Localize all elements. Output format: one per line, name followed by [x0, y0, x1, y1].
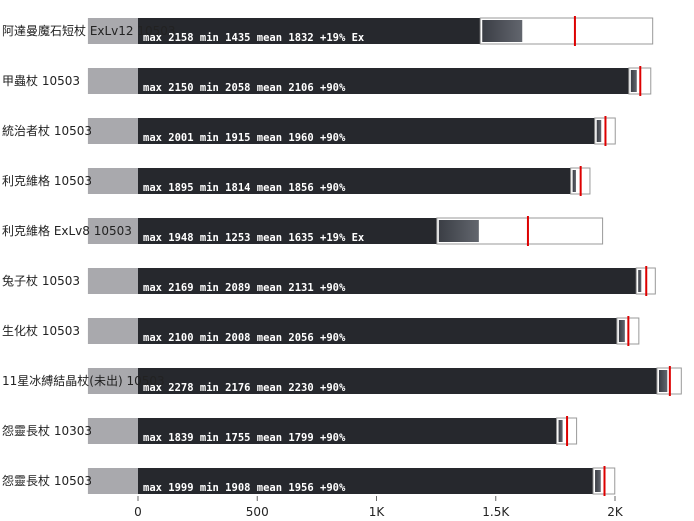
min-bar [138, 268, 637, 294]
min-bar [138, 318, 617, 344]
min-bar [138, 468, 594, 494]
baseline-bar [87, 68, 138, 94]
row-label: 怨靈長杖 10503 [2, 473, 92, 488]
range-fill [638, 270, 642, 292]
baseline-bar [87, 118, 138, 144]
x-axis: 0 500 1K 1.5K 2K [134, 496, 624, 519]
tick-label: 2K [607, 505, 624, 519]
tick-label: 1.5K [482, 505, 510, 519]
min-bar [138, 168, 571, 194]
min-bar [138, 118, 595, 144]
tick-label: 500 [246, 505, 269, 519]
bullet-row: 兔子杖 10503 max 2169 min 2089 mean 2131 +90… [2, 266, 656, 296]
stats-label: max 1948 min 1253 mean 1635 +19% Ex [143, 232, 365, 244]
stats-label: max 2158 min 1435 mean 1832 +19% Ex [143, 32, 365, 44]
baseline-bar [87, 218, 138, 244]
range-fill [438, 220, 479, 242]
bullet-row: 統治者杖 10503 max 2001 min 1915 mean 1960 +9… [2, 116, 616, 146]
tick-label: 1K [369, 505, 386, 519]
tick-label: 0 [134, 505, 142, 519]
range-fill [572, 170, 576, 192]
range-fill [482, 20, 523, 42]
stats-label: max 2150 min 2058 mean 2106 +90% [143, 82, 346, 94]
min-bar [138, 218, 437, 244]
row-label: 統治者杖 10503 [2, 123, 92, 138]
bullet-row: 怨靈長杖 10303 max 1839 min 1755 mean 1799 +9… [2, 416, 578, 446]
range-fill [558, 420, 563, 442]
row-label: 利克維格 10503 [2, 173, 92, 188]
bullet-row: 生化杖 10503 max 2100 min 2008 mean 2056 +90… [2, 316, 640, 346]
bullet-row: 利克維格 10503 max 1895 min 1814 mean 1856 +9… [2, 166, 591, 196]
range-fill [618, 320, 625, 342]
row-label: 11星冰縛結晶杖(未出) 10503 [2, 373, 165, 388]
range-fill [595, 470, 601, 492]
bullet-row: 利克維格 ExLv8 10503 max 1948 min 1253 mean 1… [2, 216, 604, 246]
stats-label: max 1895 min 1814 mean 1856 +90% [143, 182, 346, 194]
min-bar [138, 418, 557, 444]
stats-label: max 2278 min 2176 mean 2230 +90% [143, 382, 346, 394]
stats-label: max 2001 min 1915 mean 1960 +90% [143, 132, 346, 144]
stats-label: max 2169 min 2089 mean 2131 +90% [143, 282, 346, 294]
range-fill [658, 370, 668, 392]
baseline-bar [87, 168, 138, 194]
baseline-bar [87, 318, 138, 344]
baseline-bar [87, 468, 138, 494]
row-label: 甲蟲杖 10503 [2, 73, 80, 88]
baseline-bar [87, 418, 138, 444]
row-label: 怨靈長杖 10303 [2, 423, 92, 438]
stats-label: max 2100 min 2008 mean 2056 +90% [143, 332, 346, 344]
row-label: 利克維格 ExLv8 10503 [2, 223, 132, 238]
baseline-bar [87, 18, 138, 44]
row-label: 生化杖 10503 [2, 323, 80, 338]
row-label: 兔子杖 10503 [2, 273, 80, 288]
baseline-bar [87, 368, 138, 394]
row-label: 阿達曼魔石短杖 ExLv12 10503 [2, 23, 176, 38]
min-bar [138, 68, 629, 94]
baseline-bar [87, 268, 138, 294]
stats-label: max 1999 min 1908 mean 1956 +90% [143, 482, 346, 494]
range-fill [630, 70, 637, 92]
min-bar [138, 368, 657, 394]
bullet-row: 甲蟲杖 10503 max 2150 min 2058 mean 2106 +90… [2, 66, 652, 96]
bullet-row: 怨靈長杖 10503 max 1999 min 1908 mean 1956 +9… [2, 466, 616, 496]
range-fill [596, 120, 602, 142]
stats-label: max 1839 min 1755 mean 1799 +90% [143, 432, 346, 444]
min-bar [138, 18, 481, 44]
